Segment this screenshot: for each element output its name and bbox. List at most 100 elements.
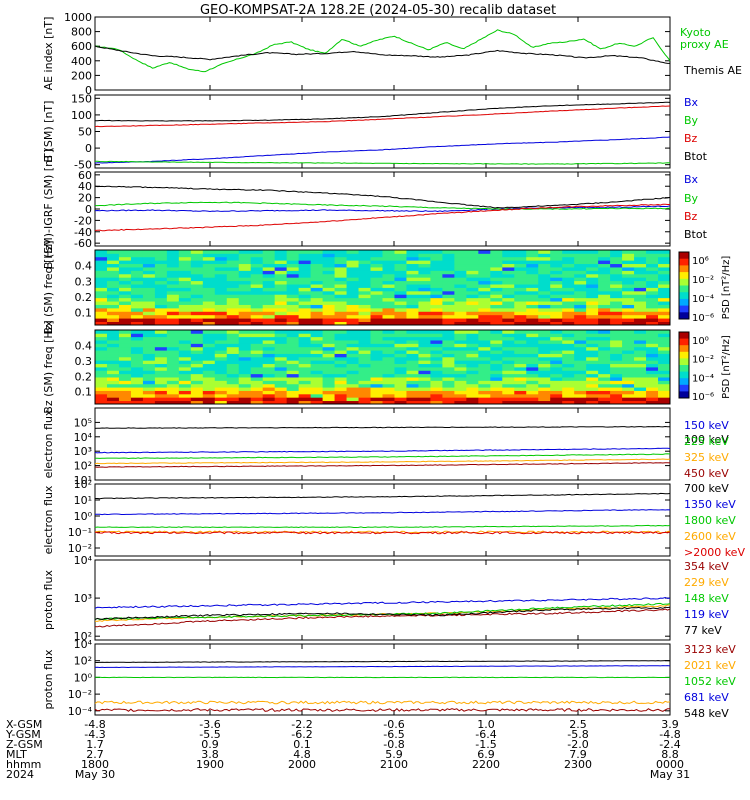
spectrogram-cell bbox=[370, 318, 383, 322]
spectrogram-cell bbox=[466, 387, 479, 391]
ytick-label: 0 bbox=[85, 84, 92, 97]
spectrogram-cell bbox=[370, 346, 383, 351]
spectrogram-cell bbox=[442, 387, 455, 391]
spectrogram-cell bbox=[562, 294, 575, 299]
spectrogram-cell bbox=[526, 383, 539, 388]
spectrogram-cell bbox=[95, 353, 108, 358]
spectrogram-cell bbox=[142, 343, 156, 348]
spectrogram-cell bbox=[130, 333, 144, 338]
spectrogram-cell bbox=[550, 336, 563, 341]
spectrogram-cell bbox=[550, 363, 563, 368]
spectrogram-cell bbox=[322, 387, 335, 391]
spectrogram-cell bbox=[598, 318, 611, 322]
spectrogram-cell bbox=[658, 297, 671, 302]
spectrogram-cell bbox=[514, 383, 527, 388]
ytick-label: 600 bbox=[71, 40, 92, 53]
spectrogram-cell bbox=[490, 311, 503, 316]
spectrogram-cell bbox=[466, 356, 479, 361]
spectrogram-cell bbox=[214, 330, 228, 334]
spectrogram-cell bbox=[466, 346, 479, 351]
spectrogram-cell bbox=[130, 390, 144, 395]
spectrogram-cell bbox=[370, 400, 383, 405]
spectrogram-cell bbox=[526, 297, 539, 302]
spectrogram-cell bbox=[394, 318, 407, 322]
spectrogram-cell bbox=[286, 350, 300, 354]
spectrogram-cell bbox=[622, 393, 635, 398]
spectrogram-cell bbox=[538, 260, 551, 265]
spectrogram-cell bbox=[478, 318, 491, 322]
spectrogram-cell bbox=[214, 263, 228, 268]
spectrogram-cell bbox=[262, 321, 276, 326]
spectrogram-cell bbox=[238, 284, 252, 288]
spectrogram-cell bbox=[394, 270, 407, 275]
spectrogram-cell bbox=[466, 250, 479, 254]
spectrogram-cell bbox=[370, 373, 383, 378]
spectrogram-cell bbox=[658, 363, 671, 368]
spectrogram-cell bbox=[406, 287, 419, 292]
spectrogram-cell bbox=[442, 373, 455, 378]
legend-entry: 2600 keV bbox=[684, 530, 736, 543]
spectrogram-cell bbox=[118, 390, 132, 395]
spectrogram-cell bbox=[622, 318, 635, 322]
spectrogram-cell bbox=[646, 373, 659, 378]
spectrogram-cell bbox=[334, 287, 347, 292]
spectrogram-cell bbox=[106, 307, 120, 312]
spectrogram-cell bbox=[250, 363, 264, 368]
spectrogram-cell bbox=[166, 318, 180, 322]
spectrogram-cell bbox=[334, 380, 347, 385]
spectrogram-cell bbox=[286, 380, 300, 385]
spectrogram-cell bbox=[178, 314, 192, 319]
series--2000-kev bbox=[94, 531, 671, 535]
spectrogram-cell bbox=[154, 290, 168, 295]
spectrogram-cell bbox=[382, 284, 395, 288]
spectrogram-cell bbox=[394, 253, 407, 258]
spectrogram-cell bbox=[454, 367, 467, 371]
spectrogram-cell bbox=[538, 270, 551, 275]
spectrogram-cell bbox=[514, 253, 527, 258]
spectrogram-cell bbox=[466, 273, 479, 278]
spectrogram-cell bbox=[286, 383, 300, 388]
spectrogram-cell bbox=[95, 314, 108, 319]
spectrogram-cell bbox=[310, 250, 324, 254]
spectrogram-cell bbox=[118, 304, 132, 309]
spectrogram-cell bbox=[346, 273, 359, 278]
spectrogram-cell bbox=[622, 380, 635, 385]
spectrogram-cell bbox=[238, 307, 252, 312]
spectrogram-cell bbox=[130, 393, 144, 398]
spectrogram-cell bbox=[574, 277, 587, 282]
series-700-kev bbox=[95, 492, 671, 500]
spectrogram-cell bbox=[442, 336, 455, 341]
series-1350-kev bbox=[95, 509, 671, 516]
spectrogram-cell bbox=[382, 380, 395, 385]
spectrogram-cell bbox=[394, 267, 407, 271]
spectrogram-cell bbox=[238, 321, 252, 326]
spectrogram-cell bbox=[250, 321, 264, 326]
spectrogram-cell bbox=[454, 356, 467, 361]
spectrogram-cell bbox=[478, 270, 491, 275]
spectrogram-cell bbox=[454, 273, 467, 278]
spectrogram-cell bbox=[202, 370, 216, 375]
spectrogram-cell bbox=[106, 284, 120, 288]
spectrogram-cell bbox=[598, 250, 611, 254]
axis-row-label: MLT bbox=[6, 748, 27, 761]
spectrogram-cell bbox=[574, 370, 587, 375]
spectrogram-cell bbox=[382, 333, 395, 338]
spectrogram-cell bbox=[214, 367, 228, 371]
legend-green: proxy AE bbox=[680, 38, 729, 51]
spectrogram-cell bbox=[166, 290, 180, 295]
series-by bbox=[95, 201, 670, 210]
legend-entry: 1052 keV bbox=[684, 675, 736, 688]
spectrogram-cell bbox=[274, 336, 288, 341]
spectrogram-cell bbox=[382, 263, 395, 268]
spectrogram-cell bbox=[430, 393, 443, 398]
spectrogram-cell bbox=[466, 290, 479, 295]
spectrogram-cell bbox=[346, 373, 359, 378]
spectrogram-cell bbox=[322, 273, 335, 278]
spectrogram-cell bbox=[514, 387, 527, 391]
spectrogram-cell bbox=[646, 280, 659, 285]
spectrogram-cell bbox=[298, 393, 312, 398]
spectrogram-cell bbox=[490, 256, 503, 261]
series-bz bbox=[94, 105, 671, 128]
spectrogram-cell bbox=[214, 393, 228, 398]
